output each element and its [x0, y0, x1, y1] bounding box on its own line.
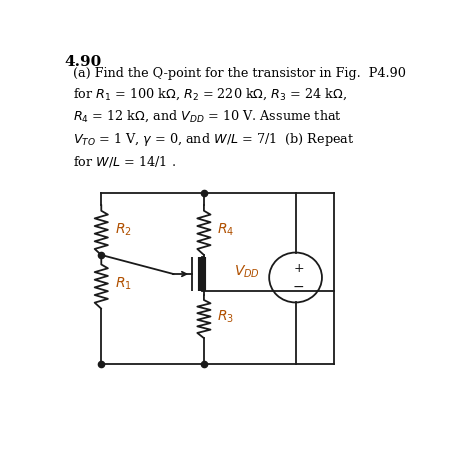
- Text: $R_3$: $R_3$: [217, 308, 234, 324]
- Text: $R_2$: $R_2$: [115, 222, 132, 238]
- Text: $R_4$: $R_4$: [217, 222, 234, 238]
- Text: +: +: [293, 262, 304, 275]
- Text: $V_{DD}$: $V_{DD}$: [234, 264, 260, 280]
- Text: (a) Find the Q-point for the transistor in Fig.  P4.90
for $R_1$ = 100 k$\Omega$: (a) Find the Q-point for the transistor …: [73, 67, 406, 169]
- Text: 4.90: 4.90: [65, 55, 102, 69]
- Text: −: −: [293, 280, 304, 294]
- Text: $R_1$: $R_1$: [115, 275, 132, 292]
